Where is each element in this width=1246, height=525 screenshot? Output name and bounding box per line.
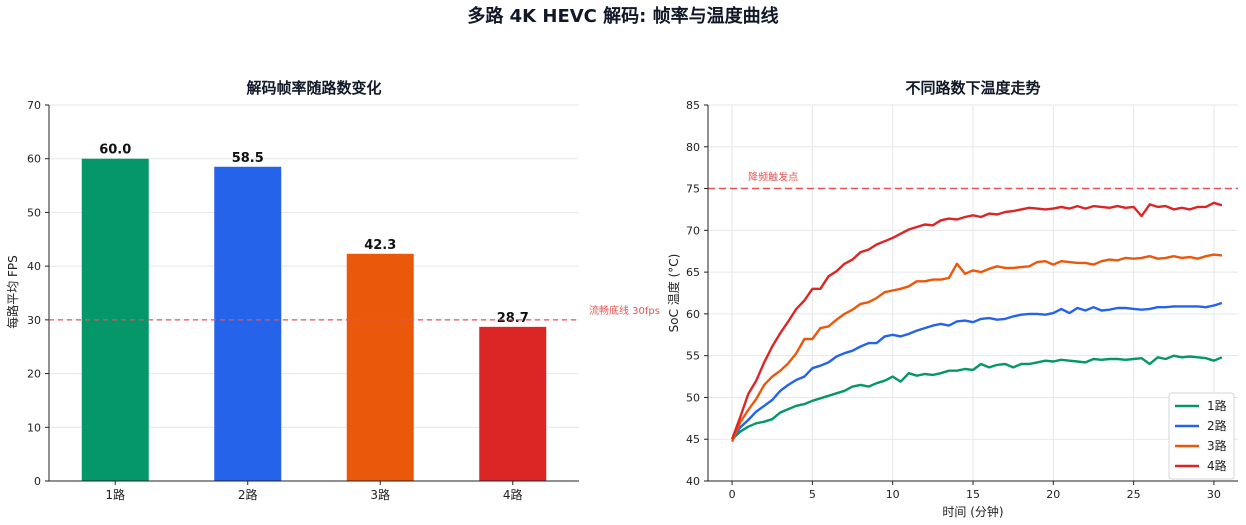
bar-ytick-label: 70 xyxy=(27,99,41,112)
legend-label: 1路 xyxy=(1207,398,1227,413)
bar-ytick-label: 30 xyxy=(27,314,41,327)
line-xtick-label: 0 xyxy=(729,488,736,501)
fps-bar-chart: 解码帧率随路数变化 60.0 58.5 42.3 28.7 0 10 20 30 40 50 60… xyxy=(5,79,660,502)
bar-ytick-label: 50 xyxy=(27,206,41,219)
line-ytick-label: 80 xyxy=(686,141,700,154)
bar xyxy=(346,253,414,481)
line-xtick-label: 5 xyxy=(809,488,816,501)
series-line xyxy=(731,301,1223,440)
bar xyxy=(479,326,547,481)
line-ytick-label: 85 xyxy=(686,99,700,112)
line-xtick-label: 25 xyxy=(1127,488,1141,501)
line-ytick-label: 65 xyxy=(686,266,700,279)
legend-box xyxy=(1168,392,1235,480)
bar-value-label: 28.7 xyxy=(497,311,529,326)
line-chart-title: 不同路数下温度走势 xyxy=(905,79,1040,97)
bar-category-label: 4路 xyxy=(503,487,523,502)
line-ytick-label: 60 xyxy=(686,308,700,321)
line-xtick-label: 10 xyxy=(886,488,900,501)
bar-category-label: 2路 xyxy=(238,487,258,502)
series-line xyxy=(730,253,1223,443)
line-xtick-label: 20 xyxy=(1046,488,1060,501)
bar xyxy=(214,166,282,481)
series-line xyxy=(730,201,1223,440)
bar-ytick-label: 10 xyxy=(27,421,41,434)
bar-category-label: 1路 xyxy=(105,487,125,502)
line-ytick-label: 40 xyxy=(686,475,700,488)
line-ytick-label: 45 xyxy=(686,433,700,446)
bar-value-label: 60.0 xyxy=(99,143,131,158)
bar-ytick-label: 20 xyxy=(27,368,41,381)
legend-label: 3路 xyxy=(1207,438,1227,453)
bar-ytick-label: 60 xyxy=(27,153,41,166)
legend-label: 2路 xyxy=(1207,418,1227,433)
bar-value-label: 58.5 xyxy=(232,151,264,166)
legend-label: 4路 xyxy=(1207,458,1227,473)
legend: 1路 2路 3路 4路 xyxy=(1168,392,1235,480)
line-ytick-label: 75 xyxy=(686,183,700,196)
bar-category-label: 3路 xyxy=(370,487,390,502)
line-ytick-label: 70 xyxy=(686,224,700,237)
line-ytick-label: 50 xyxy=(686,391,700,404)
series-line xyxy=(731,354,1223,441)
bar-chart-title: 解码帧率随路数变化 xyxy=(246,79,381,97)
line-xtick-label: 15 xyxy=(966,488,980,501)
line-chart-xlabel: 时间 (分钟) xyxy=(942,504,1003,519)
line-xtick-label: 30 xyxy=(1207,488,1221,501)
bar-ytick-label: 40 xyxy=(27,260,41,273)
temperature-line-chart: 不同路数下温度走势 降频触发点 40 45 50 55 60 65 70 75 80 85 0 5 10… xyxy=(666,79,1238,519)
bar-value-label: 42.3 xyxy=(364,238,396,253)
fps-threshold-label: 流畅底线 30fps xyxy=(589,304,660,317)
throttle-threshold-label: 降频触发点 xyxy=(748,171,798,184)
bar-ytick-label: 0 xyxy=(34,475,41,488)
line-ytick-label: 55 xyxy=(686,350,700,363)
line-chart-ylabel: SoC 温度 (°C) xyxy=(666,254,681,333)
bar-chart-ylabel: 每路平均 FPS xyxy=(5,255,20,329)
figure-title: 多路 4K HEVC 解码: 帧率与温度曲线 xyxy=(467,6,779,27)
